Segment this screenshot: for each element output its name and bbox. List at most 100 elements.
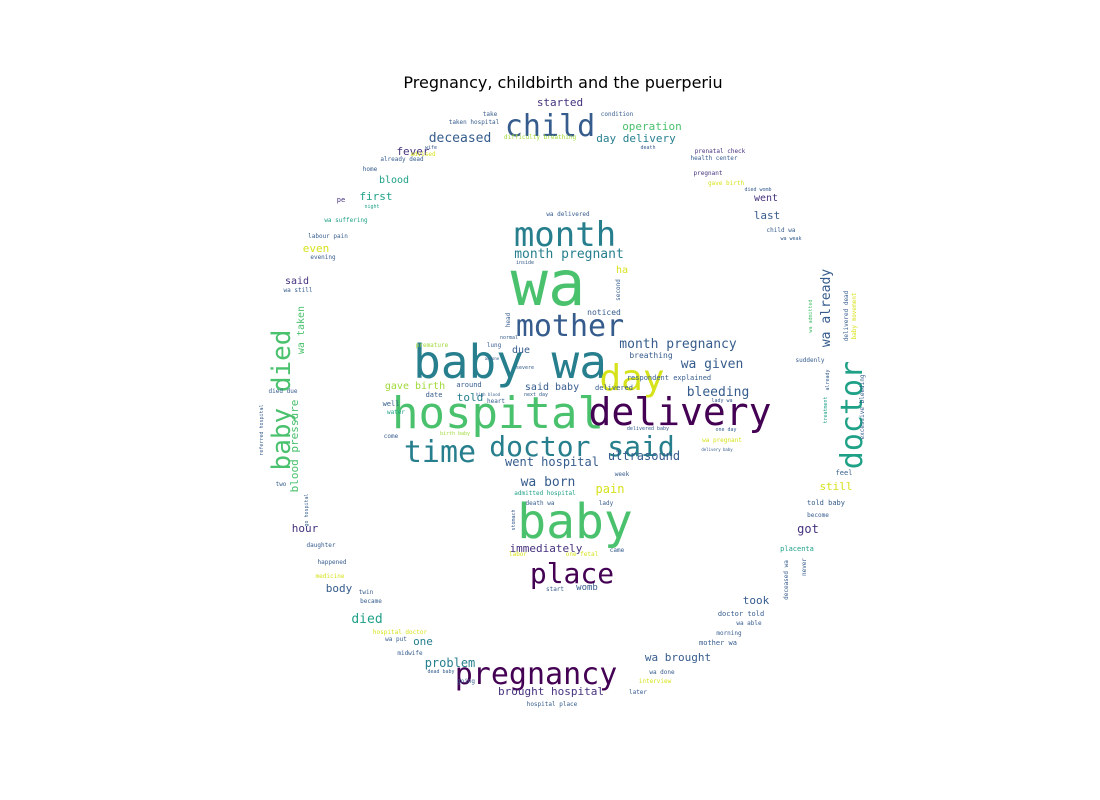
word-condition: condition <box>601 111 634 118</box>
word-labour-pain: labour pain <box>308 233 348 240</box>
word-start: start <box>546 586 564 593</box>
word-midwife: midwife <box>397 650 423 657</box>
word-health-center: health center <box>691 155 738 162</box>
word-baby-died: baby died <box>267 330 297 471</box>
word-place: place <box>530 557 614 590</box>
word-night: night <box>364 204 379 210</box>
word-went: went <box>754 193 778 204</box>
word-anyone: anyone <box>485 356 500 361</box>
word-wa-still: wa still <box>284 287 313 294</box>
word-problem: problem <box>425 656 476 670</box>
word-doctor-told: doctor told <box>718 610 764 618</box>
word-treatment: treatment <box>823 396 829 423</box>
word-advised: advised <box>410 151 436 158</box>
word-wa-given: wa given <box>681 357 744 372</box>
word-date: date <box>426 391 443 399</box>
word-told: told <box>457 391 484 404</box>
word-one-fetal: one fetal <box>566 551 599 558</box>
word-already-dead: already dead <box>380 156 424 163</box>
word-medicine: medicine <box>316 573 345 580</box>
word-said-baby: said baby <box>525 382 579 393</box>
word-blood: blood <box>379 175 409 186</box>
word-wa-born: wa born <box>521 475 576 490</box>
word-severe: severe <box>516 365 534 371</box>
word-wa-already: wa already <box>819 269 834 347</box>
word-water: water <box>387 409 405 416</box>
word-stomach: stomach <box>511 509 517 530</box>
word-month-pregnancy: month pregnancy <box>619 337 737 352</box>
word-operation: operation <box>622 120 682 133</box>
word-baby: baby <box>517 494 633 550</box>
word-wa-done: wa done <box>649 669 675 676</box>
word-twin: twin <box>359 589 374 596</box>
word-heart: heart <box>487 398 505 405</box>
word-wa-brought: wa brought <box>645 651 711 664</box>
word-died-womb: died womb <box>744 187 771 193</box>
word-mother-wa: mother wa <box>699 639 737 647</box>
word-first: first <box>359 190 392 203</box>
word-pain: pain <box>596 482 625 496</box>
word-evening: evening <box>310 254 336 261</box>
word-gave-birth-small: gave birth <box>708 180 745 187</box>
word-day-delivery: day delivery <box>596 132 676 145</box>
word-ultrasound: ultrasound <box>608 449 680 463</box>
word-placenta: placenta <box>780 545 814 553</box>
word-month-pregnant: month pregnant <box>514 247 624 262</box>
word-breathing: breathing <box>629 351 673 360</box>
word-hour: hour <box>292 522 319 535</box>
word-brought-hospital: brought hospital <box>498 685 604 698</box>
word-deceased: deceased <box>429 131 492 146</box>
word-two: two <box>276 481 287 488</box>
word-later: later <box>629 689 647 696</box>
word-feel: feel <box>836 469 853 477</box>
word-doctor-said: doctor said <box>489 430 674 463</box>
word-admitted-hospital: admitted hospital <box>514 490 576 497</box>
word-last: last <box>754 209 781 222</box>
word-wa: wa <box>511 247 586 320</box>
word-noticed: noticed <box>587 308 621 317</box>
word-delivery-baby: delivery baby <box>701 447 733 452</box>
word-wa-weak: wa weak <box>780 236 801 242</box>
word-wa-suffering: wa suffering <box>324 217 368 224</box>
word-dead-baby: dead baby <box>427 669 454 675</box>
word-wife: wife <box>425 145 437 151</box>
word-said: said <box>285 276 309 287</box>
word-wa-delivered: wa delivered <box>546 211 590 218</box>
word-delivery: delivery <box>588 390 771 434</box>
word-next-day: next day <box>524 392 548 398</box>
word-pe: pe <box>337 196 345 204</box>
word-immediately: immediately <box>510 542 583 555</box>
word-suddenly: suddenly <box>796 357 825 364</box>
word-month: month <box>514 215 616 255</box>
word-delivered-dead: delivered dead <box>843 290 850 341</box>
word-inside: inside <box>516 260 534 266</box>
word-died-due: died due <box>269 388 298 395</box>
word-started: started <box>537 96 583 109</box>
word-became: became <box>360 598 382 605</box>
word-bleeding: bleeding <box>687 385 750 400</box>
word-happened: happened <box>318 559 347 566</box>
word-prenatal-check: prenatal check <box>695 148 746 155</box>
word-mother: mother <box>516 309 624 344</box>
word-child-wa: child wa <box>767 227 796 234</box>
word-respondent-explained: respondent explained <box>627 374 711 382</box>
word-cloud: wa baby wa hospital delivery baby month … <box>259 96 870 708</box>
word-delivered-baby: delivered baby <box>627 426 669 432</box>
word-blood-pressure: blood pressure <box>288 400 301 493</box>
word-pregnant: pregnant <box>694 170 723 177</box>
word-premature: premature <box>416 342 449 349</box>
word-even: even <box>303 242 330 255</box>
word-child: child <box>505 109 595 144</box>
word-lady-wa: lady wa <box>711 398 732 404</box>
word-ha: ha <box>616 265 628 276</box>
word-gave-birth: gave birth <box>385 381 445 392</box>
word-pregnancy: pregnancy <box>455 657 618 692</box>
word-head: head <box>505 312 512 327</box>
word-delivered: delivered <box>595 384 633 392</box>
word-excessive-bleeding: excessive bleeding <box>859 374 866 439</box>
word-went-hospital: went hospital <box>505 455 599 469</box>
word-high-blood: high blood <box>476 392 501 397</box>
word-lady: lady <box>599 500 614 507</box>
word-around: around <box>456 381 481 389</box>
